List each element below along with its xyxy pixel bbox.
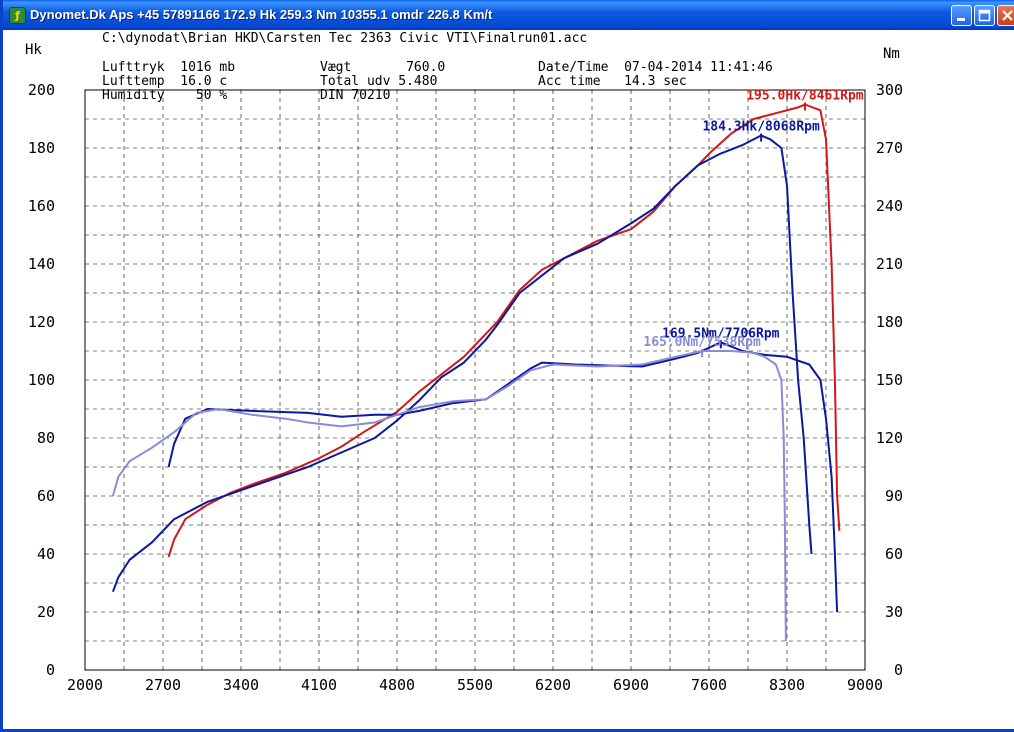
y-left-tick-label: 180 (28, 139, 55, 157)
dynomet-app-icon[interactable]: ƒ (9, 7, 26, 24)
datetime-readout: Date/Time 07-04-2014 11:41:46 (538, 60, 773, 75)
x-tick-label: 5500 (457, 676, 493, 694)
y-right-tick-label: 180 (876, 313, 903, 331)
lufttryk-readout: Lufttryk 1016 mb (102, 60, 236, 75)
window-title: Dynomet.Dk Aps +45 57891166 172.9 Hk 259… (30, 7, 493, 22)
x-tick-label: 6900 (613, 676, 649, 694)
y-left-tick-label: 20 (37, 603, 55, 621)
maximize-button[interactable] (974, 5, 995, 26)
maximize-icon (978, 9, 991, 22)
series-line (111, 350, 787, 642)
total-udv-readout: Total udv 5.480 (320, 74, 438, 89)
y-right-tick-label: 30 (885, 603, 903, 621)
peak-label: 169.5Nm/7706Rpm (662, 326, 780, 341)
close-button[interactable] (997, 5, 1014, 26)
y-right-tick-label: 300 (876, 81, 903, 99)
y-left-tick-label: 120 (28, 313, 55, 331)
y-right-tick-label: 120 (876, 429, 903, 447)
minimize-icon (957, 18, 965, 21)
y-right-axis-title: Nm (883, 46, 900, 62)
peak-label: 195.0Hk/8461Rpm (746, 89, 864, 104)
file-path: C:\dynodat\Brian HKD\Carsten Tec 2363 Ci… (102, 31, 588, 46)
x-tick-label: 2000 (67, 676, 103, 694)
humidity-readout: Humidity 50 % (102, 88, 228, 103)
peak-label: 165.0Nm/7538Rpm (643, 335, 761, 350)
title-bar[interactable]: ƒ Dynomet.Dk Aps +45 57891166 172.9 Hk 2… (3, 0, 1014, 30)
y-right-tick-label: 210 (876, 255, 903, 273)
y-left-tick-label: 200 (28, 81, 55, 99)
y-left-tick-label: 100 (28, 371, 55, 389)
vaegt-readout: Vægt 760.0 (320, 60, 446, 75)
y-left-tick-label: 140 (28, 255, 55, 273)
x-tick-label: 7600 (691, 676, 727, 694)
x-tick-label: 3400 (223, 676, 259, 694)
x-tick-label: 6200 (535, 676, 571, 694)
dyno-chart: Hk Nm020406080100120140160180200030609012… (25, 42, 903, 694)
y-right-tick-label: 240 (876, 197, 903, 215)
y-left-tick-label: 0 (46, 661, 55, 679)
series-line (111, 134, 813, 593)
y-left-tick-label: 40 (37, 545, 55, 563)
series-line (167, 341, 839, 613)
minimize-button[interactable] (951, 5, 972, 26)
y-left-axis-title: Hk (25, 42, 42, 58)
y-right-tick-label: 0 (894, 661, 903, 679)
y-left-tick-label: 80 (37, 429, 55, 447)
y-right-tick-label: 90 (885, 487, 903, 505)
close-icon (1002, 10, 1013, 21)
x-tick-label: 9000 (847, 676, 883, 694)
acc-time-readout: Acc time 14.3 sec (538, 74, 687, 89)
chart-area: C:\dynodat\Brian HKD\Carsten Tec 2363 Ci… (6, 30, 1014, 729)
y-right-tick-label: 150 (876, 371, 903, 389)
plot-frame (84, 89, 866, 671)
series-line (167, 103, 841, 558)
peak-label: 184.3Hk/8068Rpm (702, 120, 820, 135)
y-right-tick-label: 60 (885, 545, 903, 563)
y-right-tick-label: 270 (876, 139, 903, 157)
y-left-tick-label: 160 (28, 197, 55, 215)
din-readout: DIN 70210 (320, 88, 391, 103)
y-left-tick-label: 60 (37, 487, 55, 505)
x-tick-label: 4800 (379, 676, 415, 694)
lufttemp-readout: Lufttemp 16.0 c (102, 74, 228, 89)
x-tick-label: 8300 (769, 676, 805, 694)
x-tick-label: 4100 (301, 676, 337, 694)
x-tick-label: 2700 (145, 676, 181, 694)
